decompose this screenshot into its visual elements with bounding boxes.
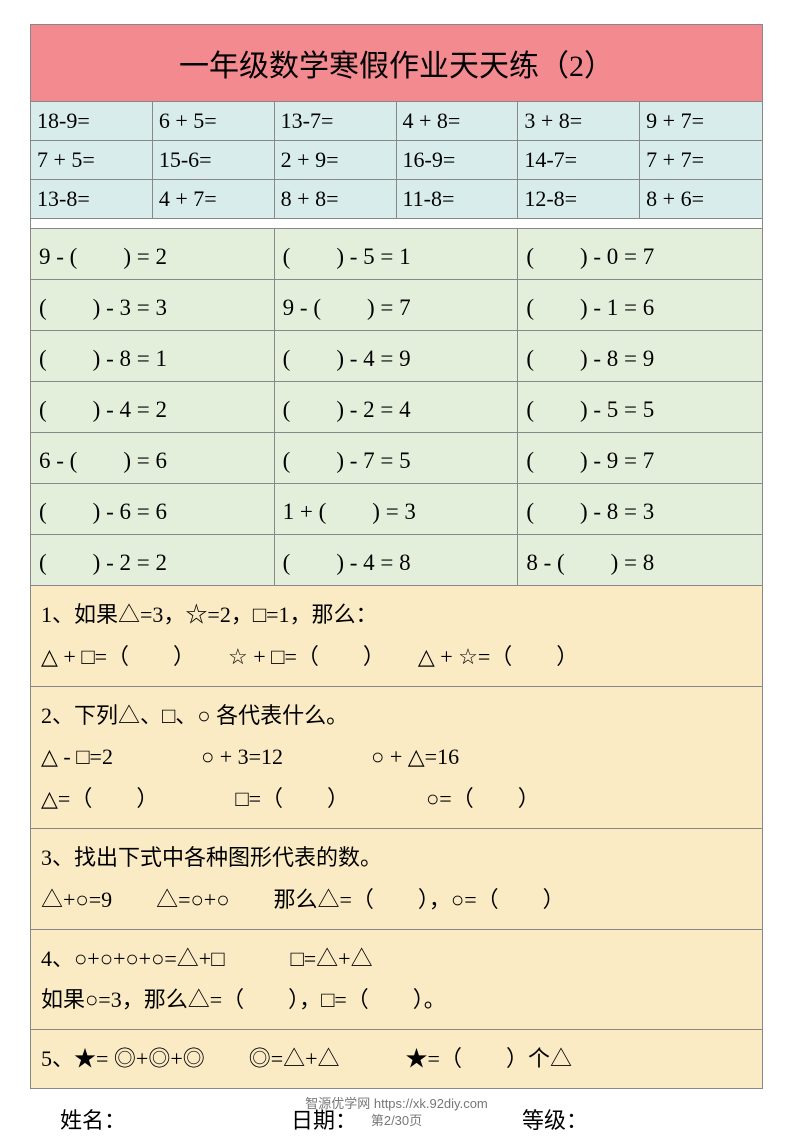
table-cell: 8 + 8= — [275, 180, 397, 219]
table-cell: 14-7= — [518, 141, 640, 180]
table-cell: ( ) - 9 = 7 — [518, 433, 762, 484]
table-cell: ( ) - 8 = 1 — [31, 331, 275, 382]
table-cell: ( ) - 6 = 6 — [31, 484, 275, 535]
watermark: 智源优学网 https://xk.92diy.com 第2/30页 — [0, 1096, 793, 1130]
table-cell: 13-8= — [31, 180, 153, 219]
section2-fillblank-grid: 9 - ( ) = 2 ( ) - 5 = 1 ( ) - 0 = 7 ( ) … — [31, 229, 762, 586]
table-cell: ( ) - 0 = 7 — [518, 229, 762, 280]
table-cell: 12-8= — [518, 180, 640, 219]
table-cell: ( ) - 4 = 8 — [275, 535, 519, 586]
table-cell: ( ) - 4 = 2 — [31, 382, 275, 433]
table-cell: 15-6= — [153, 141, 275, 180]
table-cell: 7 + 5= — [31, 141, 153, 180]
problem-block-3: 3、找出下式中各种图形代表的数。△+○=9 △=○+○ 那么△=（ ），○=（ … — [31, 829, 762, 930]
table-cell: ( ) - 8 = 3 — [518, 484, 762, 535]
watermark-source: 智源优学网 https://xk.92diy.com — [0, 1096, 793, 1113]
table-cell: 4 + 8= — [397, 102, 519, 141]
table-cell: 1 + ( ) = 3 — [275, 484, 519, 535]
table-cell: 18-9= — [31, 102, 153, 141]
table-cell: 13-7= — [275, 102, 397, 141]
table-cell: 11-8= — [397, 180, 519, 219]
table-cell: 8 - ( ) = 8 — [518, 535, 762, 586]
section3-word-problems: 1、如果△=3，☆=2，□=1，那么：△ + □=（ ） ☆ + □=（ ） △… — [31, 586, 762, 1088]
table-cell: ( ) - 1 = 6 — [518, 280, 762, 331]
problem-block-4: 4、○+○+○+○=△+□ □=△+△如果○=3，那么△=（ ），□=（ ）。 — [31, 930, 762, 1031]
table-cell: 9 + 7= — [640, 102, 762, 141]
table-cell: ( ) - 2 = 2 — [31, 535, 275, 586]
problem-block-2: 2、下列△、□、○ 各代表什么。△ - □=2 ○ + 3=12 ○ + △=1… — [31, 687, 762, 829]
table-cell: 9 - ( ) = 2 — [31, 229, 275, 280]
table-cell: ( ) - 2 = 4 — [275, 382, 519, 433]
table-cell: 6 + 5= — [153, 102, 275, 141]
table-cell: ( ) - 8 = 9 — [518, 331, 762, 382]
table-cell: 9 - ( ) = 7 — [275, 280, 519, 331]
table-cell: ( ) - 5 = 1 — [275, 229, 519, 280]
table-cell: ( ) - 5 = 5 — [518, 382, 762, 433]
table-cell: 6 - ( ) = 6 — [31, 433, 275, 484]
table-cell: ( ) - 3 = 3 — [31, 280, 275, 331]
table-cell: ( ) - 7 = 5 — [275, 433, 519, 484]
section-spacer — [31, 219, 762, 229]
table-cell: 8 + 6= — [640, 180, 762, 219]
table-cell: 4 + 7= — [153, 180, 275, 219]
table-cell: 7 + 7= — [640, 141, 762, 180]
worksheet-title: 一年级数学寒假作业天天练（2） — [31, 25, 762, 102]
table-cell: 3 + 8= — [518, 102, 640, 141]
worksheet-container: 一年级数学寒假作业天天练（2） 18-9= 6 + 5= 13-7= 4 + 8… — [30, 24, 763, 1089]
table-cell: 2 + 9= — [275, 141, 397, 180]
section1-arithmetic-grid: 18-9= 6 + 5= 13-7= 4 + 8= 3 + 8= 9 + 7= … — [31, 102, 762, 219]
problem-block-5: 5、★= ◎+◎+◎ ◎=△+△ ★=（ ）个△ — [31, 1030, 762, 1088]
table-cell: 16-9= — [397, 141, 519, 180]
table-cell: ( ) - 4 = 9 — [275, 331, 519, 382]
problem-block-1: 1、如果△=3，☆=2，□=1，那么：△ + □=（ ） ☆ + □=（ ） △… — [31, 586, 762, 687]
